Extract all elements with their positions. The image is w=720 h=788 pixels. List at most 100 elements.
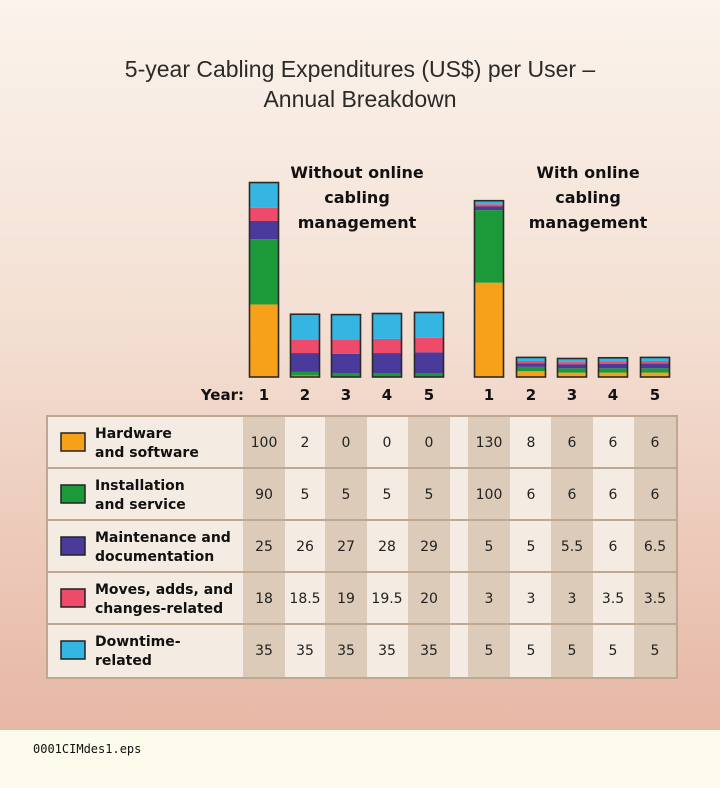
bar-outline-without-year-2 [289,313,321,378]
bar-with-year-4-series-4 [598,361,628,364]
bar-with-year-2-series-2 [516,366,546,372]
tick-with-year-1: 1 [484,386,494,404]
bar-outline-with-year-1 [473,199,505,378]
cell-without-series-1-year-2: 2 [301,435,310,451]
bar-without-year-2-series-4 [290,339,320,354]
cell-without-series-4-year-3: 19 [337,591,355,607]
cell-without-series-2-year-3: 5 [342,487,351,503]
bar-without-year-3-series-3 [331,353,361,374]
cell-with-series-4-year-5: 3.5 [644,591,666,607]
row-label-4-line-1: Moves, adds, and [95,582,233,598]
cell-without-series-3-year-2: 26 [296,539,314,555]
cell-without-series-5-year-3: 35 [337,643,355,659]
bar-with-year-2-series-3 [516,363,546,367]
tick-with-year-2: 2 [526,386,536,404]
cell-without-series-4-year-5: 20 [420,591,438,607]
bar-with-year-2-series-1 [516,371,546,377]
cell-with-series-5-year-2: 5 [527,643,536,659]
bar-with-year-1-series-2 [474,210,504,283]
cell-with-series-4-year-2: 3 [527,591,536,607]
bar-without-year-2-series-2 [290,371,320,376]
bar-with-year-1-series-5 [474,200,504,205]
tick-with-year-5: 5 [650,386,660,404]
bar-with-year-5-series-2 [640,368,670,373]
footer-filename: 0001CIMdes1.eps [33,742,142,756]
table-column-shade-with-1 [468,416,510,678]
table-border [46,415,678,679]
bar-outline-with-year-3 [556,357,588,378]
bar-with-year-1-series-1 [474,282,504,377]
cell-with-series-4-year-1: 3 [485,591,494,607]
cell-with-series-5-year-1: 5 [485,643,494,659]
tick-without-year-5: 5 [424,386,434,404]
tick-with-year-3: 3 [567,386,577,404]
cell-with-series-3-year-3: 5.5 [561,539,583,555]
bar-with-year-5-series-4 [640,361,670,364]
table-column-shade-with-3 [551,416,593,678]
cell-with-series-2-year-3: 6 [568,487,577,503]
bar-with-year-2-series-5 [516,357,546,362]
bar-without-year-1-series-5 [249,182,279,208]
bar-with-year-4-series-5 [598,357,628,362]
cell-with-series-1-year-4: 6 [609,435,618,451]
table-column-shade-without-3 [325,416,367,678]
bar-without-year-4-series-2 [372,373,402,377]
cell-without-series-1-year-1: 100 [251,435,278,451]
cell-with-series-1-year-3: 6 [568,435,577,451]
cell-without-series-2-year-2: 5 [301,487,310,503]
cell-without-series-3-year-5: 29 [420,539,438,555]
tick-without-year-4: 4 [382,386,392,404]
legend-swatch-1 [60,432,86,452]
cell-with-series-5-year-5: 5 [651,643,660,659]
bar-without-year-4-series-5 [372,313,402,339]
bar-with-year-1-series-3 [474,206,504,211]
cell-with-series-4-year-3: 3 [568,591,577,607]
cell-with-series-1-year-1: 130 [476,435,503,451]
bar-with-year-1-series-4 [474,204,504,207]
group-label-without-line-1: Without online [290,163,424,182]
cell-without-series-2-year-1: 90 [255,487,273,503]
group-label-with: With online cabling management [503,160,673,235]
cell-without-series-5-year-1: 35 [255,643,273,659]
bar-without-year-1-series-2 [249,239,279,305]
cell-without-series-4-year-2: 18.5 [289,591,320,607]
tick-without-year-1: 1 [259,386,269,404]
legend-swatch-3 [60,536,86,556]
bar-without-year-1-series-3 [249,220,279,240]
bar-without-year-5-series-4 [414,337,444,353]
bar-with-year-3-series-5 [557,358,587,363]
cell-with-series-2-year-2: 6 [527,487,536,503]
bar-without-year-5-series-2 [414,373,444,377]
cell-without-series-3-year-4: 28 [378,539,396,555]
cell-with-series-5-year-4: 5 [609,643,618,659]
cell-without-series-2-year-5: 5 [425,487,434,503]
bar-outline-without-year-4 [371,312,403,378]
bar-without-year-2-series-3 [290,353,320,372]
bar-without-year-3-series-2 [331,373,361,377]
row-label-2-line-1: Installation [95,478,185,494]
bar-without-year-4-series-3 [372,353,402,374]
tick-with-year-4: 4 [608,386,618,404]
cell-with-series-2-year-1: 100 [476,487,503,503]
bar-with-year-5-series-1 [640,372,670,377]
cell-without-series-3-year-3: 27 [337,539,355,555]
cell-with-series-1-year-5: 6 [651,435,660,451]
cell-without-series-5-year-4: 35 [378,643,396,659]
cell-without-series-1-year-5: 0 [425,435,434,451]
cell-with-series-3-year-1: 5 [485,539,494,555]
bar-outline-with-year-2 [515,356,547,378]
cell-with-series-3-year-2: 5 [527,539,536,555]
cell-without-series-1-year-3: 0 [342,435,351,451]
cell-with-series-3-year-4: 6 [609,539,618,555]
bar-with-year-3-series-2 [557,368,587,373]
x-axis-label: Year: [200,386,244,404]
row-label-5-line-1: Downtime- [95,634,181,650]
bar-outline-with-year-4 [597,356,629,378]
cell-without-series-1-year-4: 0 [383,435,392,451]
legend-swatch-2 [60,484,86,504]
bar-with-year-4-series-3 [598,363,628,369]
cell-with-series-5-year-3: 5 [568,643,577,659]
row-label-2-line-2: and service [95,497,186,513]
tick-without-year-2: 2 [300,386,310,404]
cell-with-series-3-year-5: 6.5 [644,539,666,555]
